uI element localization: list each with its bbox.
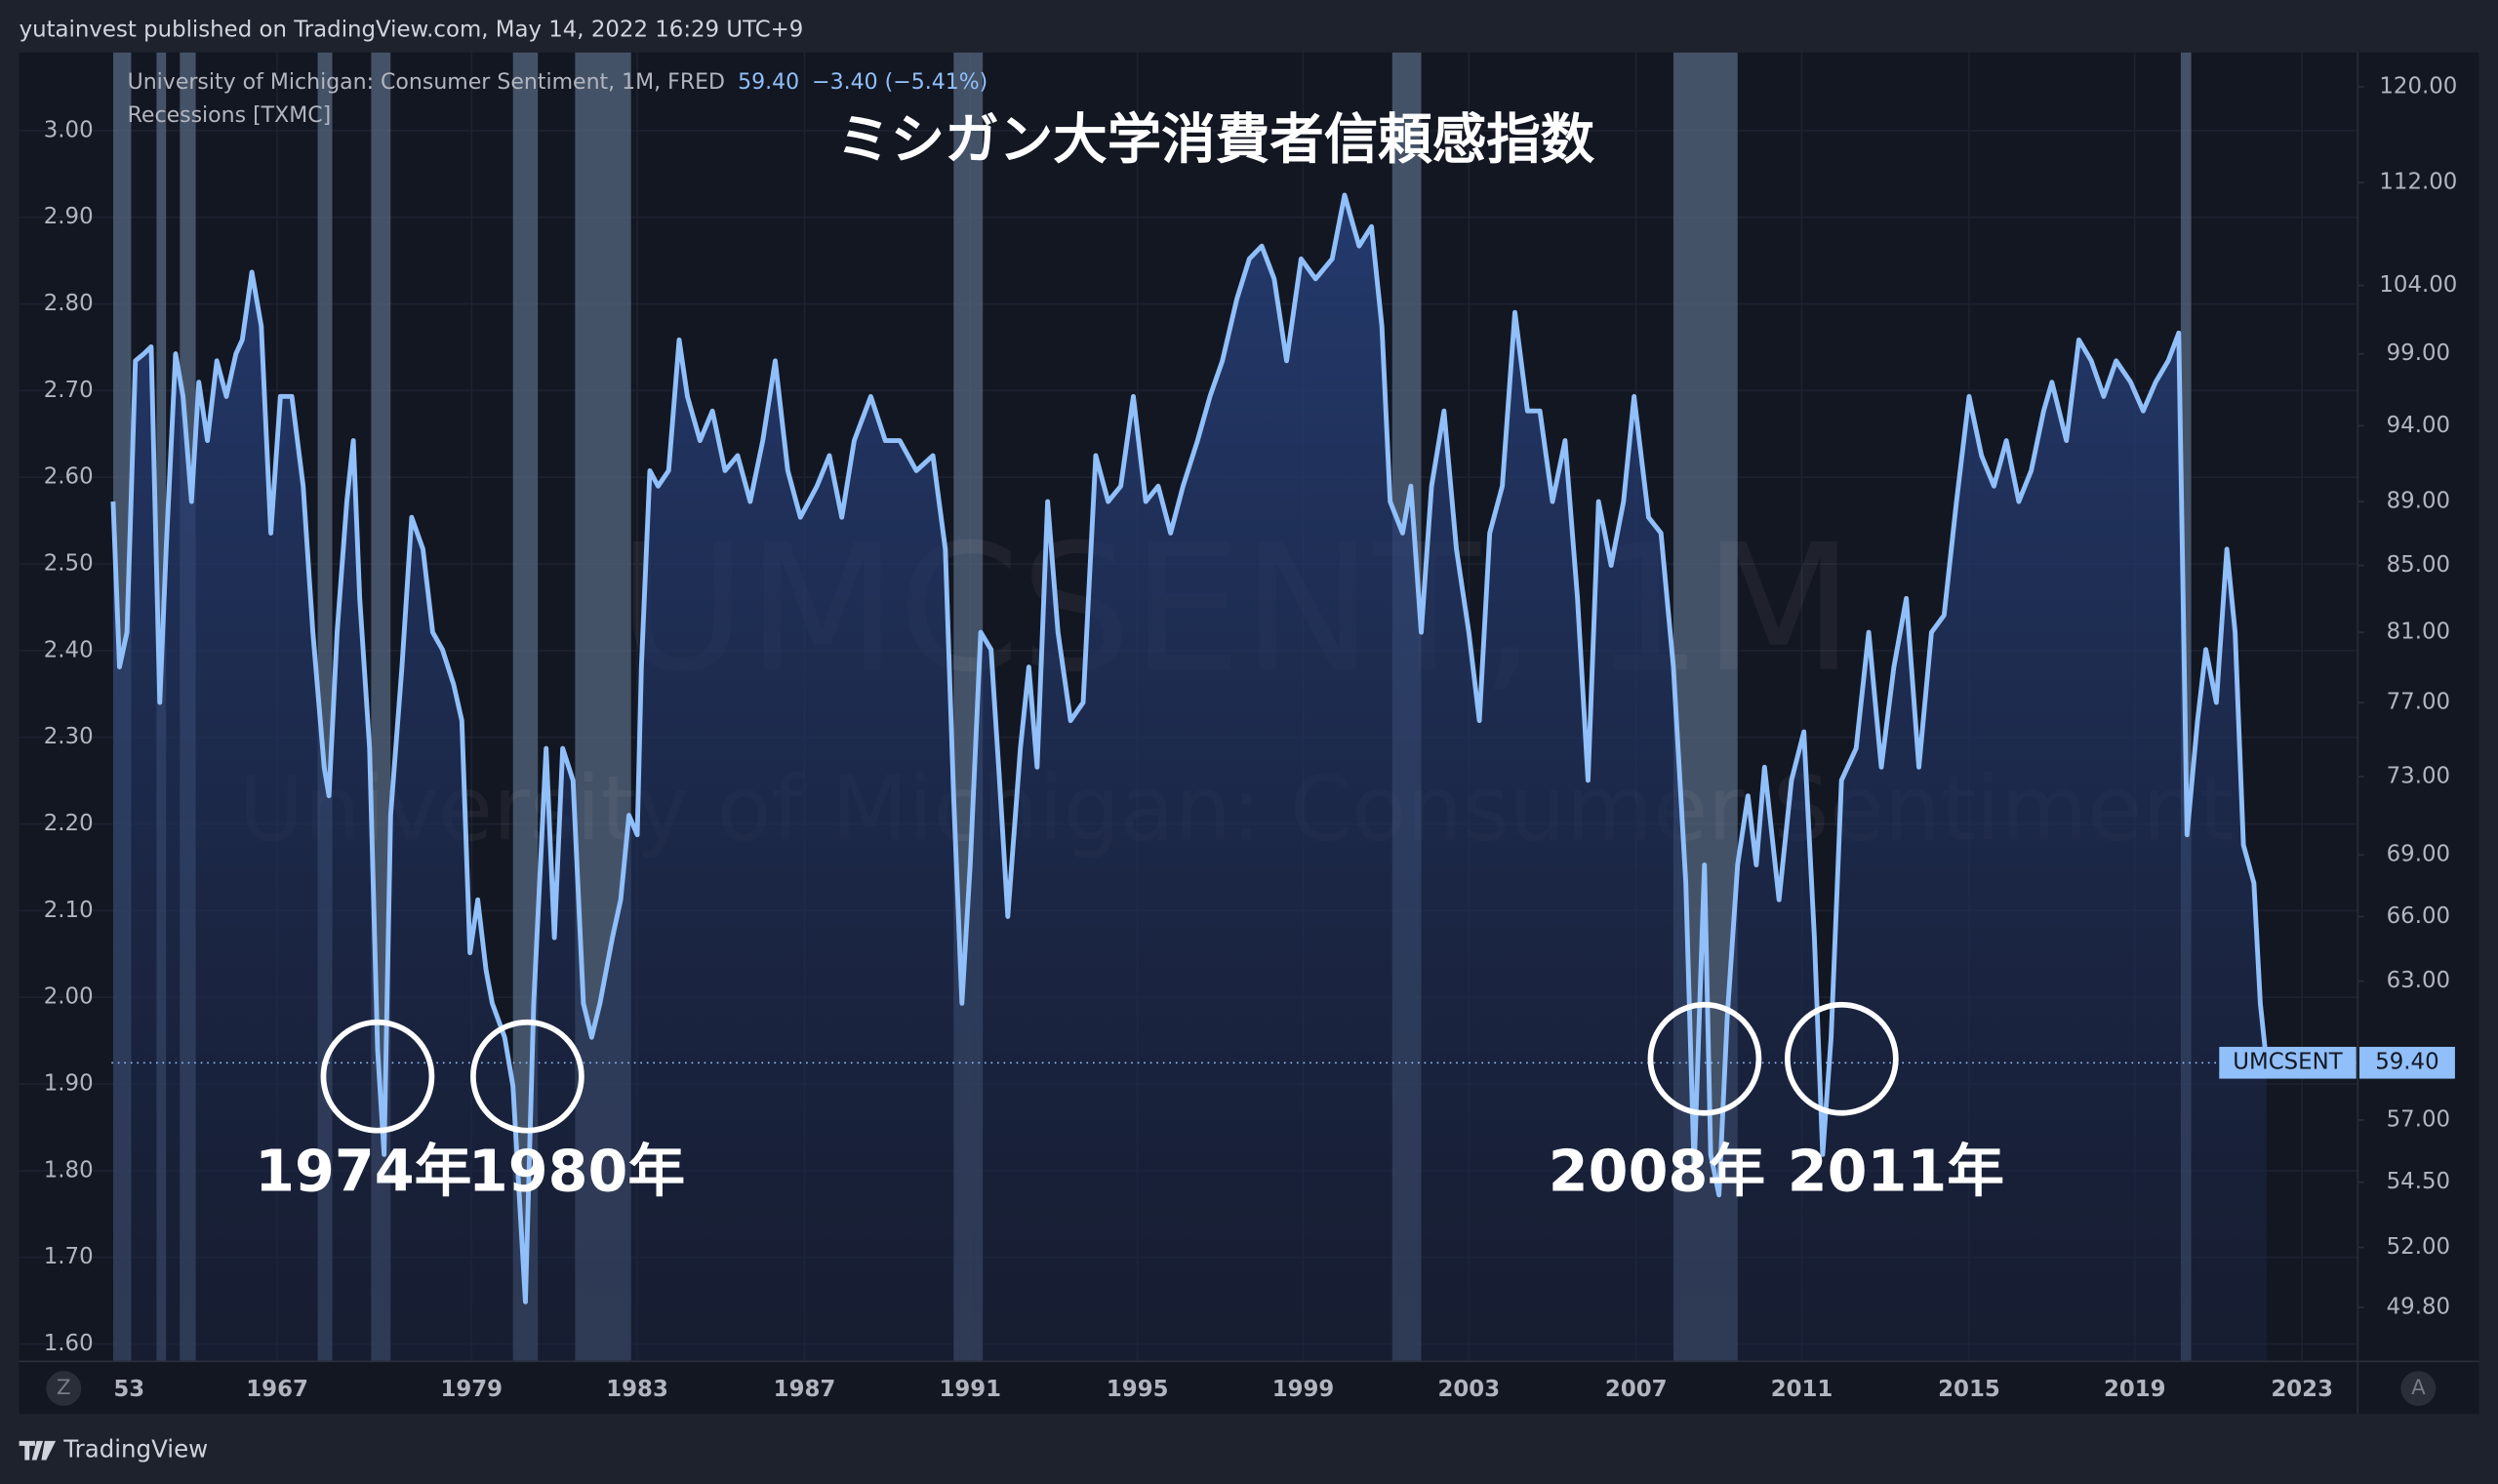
button-label[interactable]: Z (57, 1376, 71, 1400)
annotation: 2008年 (1549, 1138, 1765, 1205)
y2-tick-label: 112.00 (2379, 170, 2457, 195)
x-tick-label: 2015 (1938, 1377, 2000, 1402)
annotation-circle (1784, 1001, 1899, 1116)
y2-tick-label: 94.00 (2387, 413, 2450, 438)
price-label-name: UMCSENT (2233, 1050, 2343, 1075)
y2-tick-label: 77.00 (2387, 690, 2450, 715)
line (110, 192, 2270, 1304)
y-tick-label: 2.90 (44, 204, 94, 229)
legend-text: University of Michigan: Consumer Sentime… (128, 70, 988, 95)
y2-tick-label: 54.50 (2387, 1169, 2450, 1194)
y-tick-label: 2.10 (44, 898, 94, 923)
y2-tick-label: 63.00 (2387, 968, 2450, 993)
x-tick-label: 1991 (939, 1377, 1001, 1402)
y-tick-label: 3.00 (44, 117, 94, 142)
x-tick-label: 2023 (2271, 1377, 2333, 1402)
y2-tick-label: 73.00 (2387, 763, 2450, 788)
y-tick-label: 2.80 (44, 291, 94, 316)
x-tick-label: 2007 (1605, 1377, 1668, 1402)
legend-value: 59.40 (738, 70, 799, 95)
annotation-circle (1647, 1001, 1762, 1116)
y-tick-label: 2.40 (44, 637, 94, 662)
y-tick-label: 1.80 (44, 1157, 94, 1183)
y-tick-label: 1.70 (44, 1244, 94, 1269)
price-label-bg (2358, 1046, 2455, 1079)
y2-tick-label: 99.00 (2387, 341, 2450, 366)
y2-tick-label: 66.00 (2387, 903, 2450, 929)
brand: TradingView (62, 1435, 208, 1464)
button[interactable] (2400, 1371, 2437, 1407)
chart-title: ミシガン大学消費者信頼感指数 (836, 108, 1594, 172)
annotation-circle (320, 1019, 435, 1134)
logo (19, 1440, 57, 1461)
y-tick-label: 2.50 (44, 551, 94, 577)
plot (110, 192, 2358, 1362)
x-tick-label: 1967 (246, 1377, 308, 1402)
legend-recessions: Recessions [TXMC] (128, 103, 332, 128)
annotation: 1974年 (255, 1138, 471, 1205)
y-tick-label: 2.20 (44, 811, 94, 836)
x-tick-label: 1979 (440, 1377, 503, 1402)
x-tick-label: 2011 (1771, 1377, 1833, 1402)
y-tick-label: 2.70 (44, 378, 94, 403)
button-label[interactable]: A (2411, 1376, 2426, 1400)
annotation: 1980年 (468, 1138, 685, 1205)
x-tick-label: 1999 (1272, 1377, 1335, 1402)
x-tick-label: 2003 (1438, 1377, 1501, 1402)
y2-tick-label: 49.80 (2387, 1295, 2450, 1320)
y-tick-label: 2.60 (44, 464, 94, 490)
y2-tick-label: 89.00 (2387, 489, 2450, 514)
y-tick-label: 1.90 (44, 1071, 94, 1097)
y2-tick-label: 85.00 (2387, 552, 2450, 578)
price-label-value: 59.40 (2375, 1050, 2438, 1075)
annotation-circle (470, 1019, 584, 1134)
y-tick-label: 2.00 (44, 984, 94, 1010)
x-tick-label: 2019 (2104, 1377, 2166, 1402)
x-tick-label: 1995 (1107, 1377, 1169, 1402)
y2-tick-label: 104.00 (2379, 272, 2457, 298)
x-tick-label: 1983 (606, 1377, 668, 1402)
legend-series: University of Michigan: Consumer Sentime… (128, 70, 725, 95)
y2-tick-label: 120.00 (2379, 73, 2457, 99)
y2-tick-label: 69.00 (2387, 842, 2450, 867)
legend-change: −3.40 (−5.41%) (812, 70, 987, 95)
header: yutainvest published on TradingView.com,… (20, 18, 804, 43)
y-tick-label: 1.60 (44, 1331, 94, 1356)
annotations (320, 1001, 1899, 1134)
y2-tick-label: 57.00 (2387, 1106, 2450, 1132)
y2-tick-label: 52.00 (2387, 1234, 2450, 1260)
x-tick-label: 1987 (774, 1377, 836, 1402)
button[interactable] (46, 1371, 82, 1407)
y-tick-label: 2.30 (44, 724, 94, 749)
annotation: 2011年 (1788, 1138, 2004, 1205)
y2-tick-label: 81.00 (2387, 620, 2450, 645)
price-label-bg (2219, 1046, 2357, 1079)
x-tick-label: 53 (113, 1377, 144, 1402)
